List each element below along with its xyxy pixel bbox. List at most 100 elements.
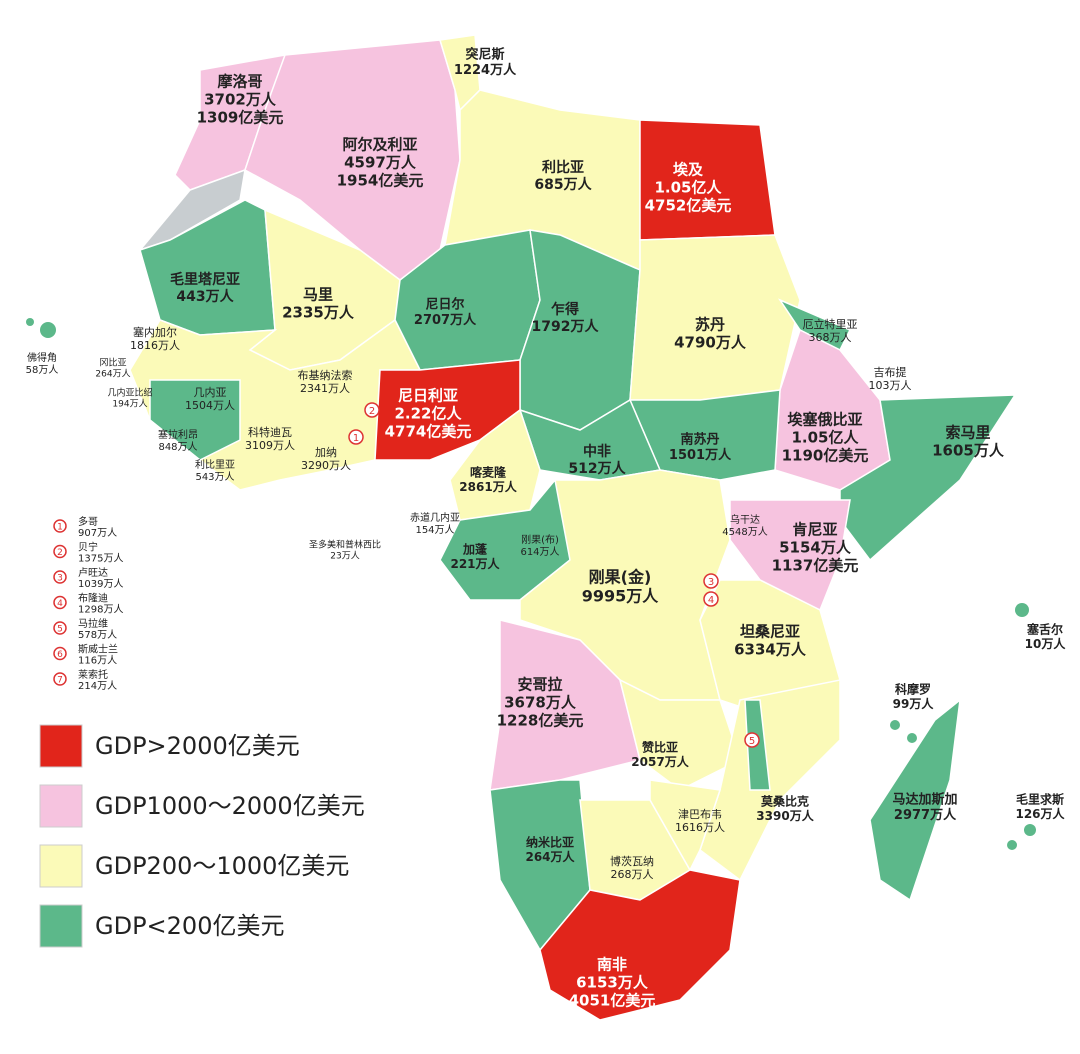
legend-label: GDP1000～2000亿美元 [95, 792, 365, 820]
country-label: 冈比亚 [99, 357, 126, 369]
country-label: 3109万人 [245, 439, 295, 452]
country-label: 塞拉利昂 [158, 428, 198, 441]
legend-swatch [39, 724, 83, 768]
country-label: 1501万人 [669, 447, 732, 463]
footnote-population: 1039万人 [78, 578, 123, 590]
footnote-marker [53, 570, 67, 584]
country-label: 博茨瓦纳 [610, 854, 654, 868]
country-label: 加纳 [315, 446, 337, 459]
country-label: 2341万人 [300, 382, 350, 395]
country-label: 264万人 [525, 849, 575, 864]
footnote-name: 莱索托 [78, 668, 108, 681]
country-label: 5154万人 [779, 539, 852, 557]
country-label: 3678万人 [504, 694, 577, 712]
country-label: 1504万人 [185, 399, 235, 412]
country-label: 3702万人 [204, 91, 277, 109]
country-label: 6334万人 [734, 641, 807, 659]
country-label: 几内亚 [194, 385, 227, 399]
footnote-marker-number: 5 [749, 736, 755, 747]
footnote-marker-number: 1 [353, 433, 359, 444]
legend-swatch [39, 844, 83, 888]
country-label: 南苏丹 [680, 432, 719, 448]
footnote-marker-number: 4 [57, 599, 63, 609]
footnote-marker [53, 519, 67, 533]
country-label: 4774亿美元 [385, 423, 472, 441]
country-label: 2.22亿人 [394, 405, 462, 423]
country-label: 莫桑比克 [761, 794, 809, 809]
country-label: 佛得角 [27, 351, 57, 364]
country-label: 南非 [597, 956, 627, 974]
country-label: 2861万人 [459, 479, 517, 494]
country-label: 1605万人 [932, 442, 1005, 460]
country-label: 614万人 [520, 546, 559, 558]
footnote-marker [703, 591, 719, 607]
country-label: 喀麦隆 [470, 465, 507, 480]
footnote-marker [53, 646, 67, 661]
footnote-name: 卢旺达 [78, 566, 108, 579]
legend-label: GDP200～1000亿美元 [95, 852, 349, 880]
footnote-name: 马拉维 [78, 617, 108, 630]
country-label: 58万人 [26, 364, 59, 376]
footnote-marker-number: 3 [57, 574, 63, 584]
country-label: 安哥拉 [517, 676, 562, 694]
footnote-marker-number: 2 [57, 548, 63, 558]
country-label: 4051亿美元 [569, 992, 656, 1010]
country-label: 1.05亿人 [654, 179, 722, 197]
country-label: 科特迪瓦 [248, 425, 292, 439]
footnote-marker [348, 429, 364, 445]
footnote-name: 多哥 [78, 515, 98, 528]
country-label: 利比亚 [542, 159, 584, 176]
country-label: 10万人 [1025, 636, 1067, 651]
country-label: 1228亿美元 [497, 712, 584, 730]
country-label: 科摩罗 [895, 682, 931, 697]
country-label: 摩洛哥 [217, 73, 262, 91]
country-label: 1190亿美元 [782, 447, 869, 465]
footnote-marker-number: 6 [57, 650, 63, 660]
country-label: 埃塞俄比亚 [787, 411, 862, 429]
country-label: 4597万人 [344, 154, 417, 172]
footnote-marker [53, 621, 67, 635]
country-label: 1954亿美元 [337, 172, 424, 190]
country-label: 突尼斯 [465, 47, 504, 63]
country-label: 1137亿美元 [772, 557, 859, 575]
country-label: 马里 [303, 286, 333, 304]
country-label: 索马里 [945, 424, 990, 442]
country-label: 吉布提 [874, 366, 907, 379]
footnote-marker [703, 573, 719, 589]
country-label: 尼日利亚 [398, 387, 458, 405]
country-label: 尼日尔 [425, 297, 464, 313]
country-label: 刚果(金) [589, 568, 652, 587]
footnote-population: 1375万人 [78, 553, 123, 565]
country-label: 1224万人 [454, 62, 517, 78]
country-label: 赤道几内亚 [410, 511, 460, 524]
country-label: 1.05亿人 [791, 429, 859, 447]
footnote-marker [364, 402, 380, 418]
footnote-population: 1298万人 [78, 604, 123, 616]
country-label: 264万人 [95, 368, 130, 379]
country-label: 埃及 [673, 161, 704, 179]
country-label: 1616万人 [675, 821, 725, 834]
country-label: 中非 [583, 443, 611, 460]
legend-swatch [39, 904, 83, 948]
country-label: 2335万人 [282, 304, 355, 322]
footnote-marker-number: 7 [57, 676, 63, 686]
country-label: 几内亚比绍 [107, 387, 152, 399]
country-label: 543万人 [195, 471, 234, 483]
country-label: 154万人 [415, 524, 454, 536]
country-label: 512万人 [568, 460, 626, 477]
country-label: 1816万人 [130, 339, 180, 352]
country-label: 阿尔及利亚 [342, 136, 417, 154]
country-label: 194万人 [112, 398, 147, 409]
footnote-population: 214万人 [78, 680, 117, 692]
country-label: 3390万人 [756, 808, 814, 823]
country-label: 2977万人 [894, 807, 957, 823]
footnote-name: 贝宁 [78, 541, 98, 554]
country-label: 6153万人 [576, 974, 649, 992]
footnote-population: 578万人 [78, 629, 117, 641]
footnote-population: 907万人 [78, 527, 117, 539]
country-label: 毛里塔尼亚 [170, 271, 240, 288]
footnote-marker [53, 544, 67, 559]
country-label: 99万人 [893, 696, 935, 711]
country-label: 4548万人 [722, 526, 767, 538]
country-label: 1309亿美元 [197, 109, 284, 127]
